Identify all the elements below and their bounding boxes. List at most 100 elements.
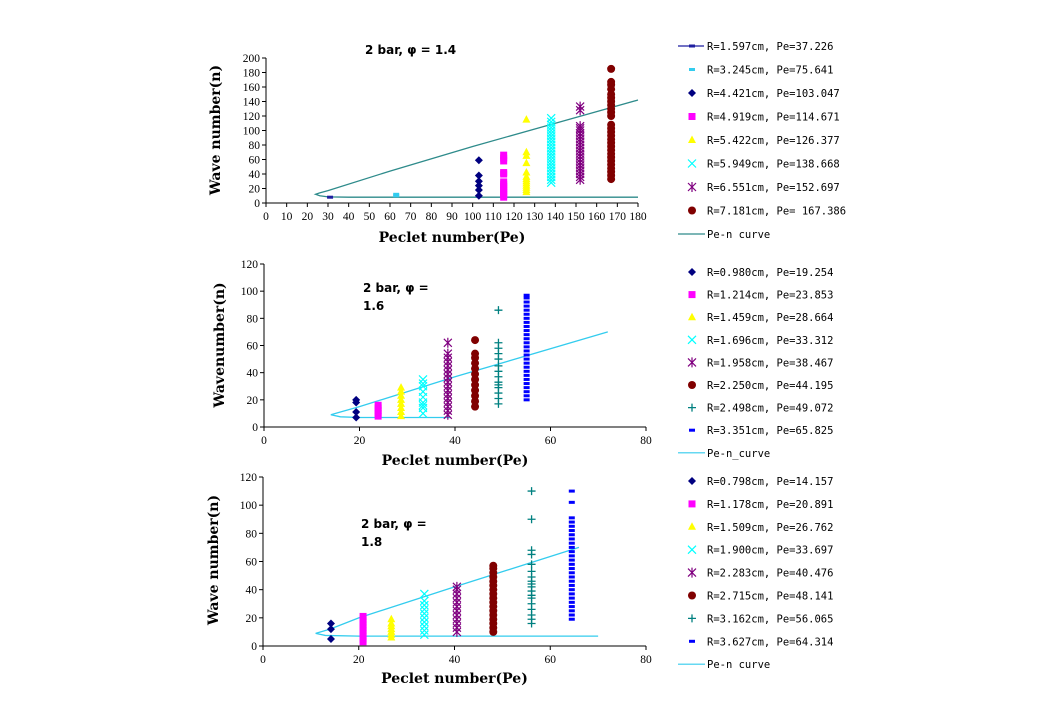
- data-point: [523, 333, 530, 337]
- data-point: [568, 617, 575, 621]
- y-tick-label: 60: [249, 155, 261, 167]
- chart-title: 2 bar, φ = 1.4: [365, 43, 456, 57]
- data-point: [359, 612, 367, 620]
- x-tick-label: 120: [505, 211, 523, 223]
- data-point: [523, 377, 530, 381]
- data-point: [352, 413, 361, 422]
- legend-label: R=7.181cm, Pe= 167.386: [707, 206, 846, 218]
- data-point: [546, 120, 556, 130]
- data-point: [474, 191, 483, 200]
- legend-label: R=5.949cm, Pe=138.668: [707, 159, 840, 171]
- data-point: [523, 329, 530, 333]
- legend-label: R=3.351cm, Pe=65.825: [707, 425, 833, 437]
- legend-marker: [688, 522, 696, 530]
- legend-label: R=3.162cm, Pe=56.065: [707, 613, 833, 625]
- data-point: [523, 394, 530, 398]
- data-point: [523, 382, 530, 386]
- y-tick-label: 80: [249, 140, 261, 152]
- data-point: [523, 353, 530, 357]
- data-point: [419, 600, 429, 610]
- data-point: [523, 341, 530, 345]
- data-point: [419, 609, 429, 619]
- data-point: [568, 613, 575, 617]
- legend-label: R=1.214cm, Pe=23.853: [707, 290, 833, 302]
- legend-label: Pe-n_curve: [707, 448, 770, 460]
- data-point: [471, 336, 480, 345]
- y-tick-label: 0: [251, 641, 257, 653]
- data-point: [568, 558, 575, 562]
- series-1: [327, 195, 334, 199]
- series-2: [374, 401, 382, 420]
- data-point: [568, 554, 575, 558]
- legend-label: R=1.597cm, Pe=37.226: [707, 41, 833, 53]
- data-point: [568, 562, 575, 566]
- legend-marker: [688, 135, 696, 143]
- data-point: [471, 349, 480, 358]
- legend-marker: [688, 381, 696, 389]
- x-tick-label: 70: [405, 211, 417, 223]
- pe-n-curve: [315, 546, 599, 637]
- y-tick-label: 80: [246, 528, 258, 540]
- x-tick-label: 130: [526, 211, 544, 223]
- data-point: [418, 400, 428, 410]
- data-point: [397, 395, 406, 403]
- series-8: [568, 489, 575, 621]
- legend-label: R=1.509cm, Pe=26.762: [707, 522, 833, 534]
- data-point: [523, 308, 530, 312]
- series-2: [359, 612, 367, 646]
- x-tick-label: 20: [302, 211, 314, 223]
- data-point: [568, 596, 575, 600]
- data-point: [522, 172, 531, 180]
- data-point: [374, 401, 382, 409]
- data-point: [523, 312, 530, 316]
- y-tick-label: 120: [243, 111, 261, 123]
- x-axis-label: Peclet number(Pe): [381, 671, 528, 687]
- data-point: [419, 589, 429, 599]
- series-6: [489, 561, 498, 636]
- data-point: [494, 361, 503, 370]
- legend-label: R=3.245cm, Pe=75.641: [707, 65, 833, 77]
- x-tick-label: 60: [545, 435, 557, 447]
- series-5: [522, 115, 531, 196]
- series-7: [575, 101, 585, 185]
- x-tick-label: 0: [260, 654, 266, 666]
- data-point: [522, 115, 531, 123]
- legend-marker: [688, 477, 696, 485]
- y-tick-label: 80: [247, 313, 259, 325]
- data-point: [607, 120, 616, 129]
- y-tick-label: 40: [249, 169, 261, 181]
- data-point: [327, 195, 334, 199]
- legend-label: R=0.980cm, Pe=19.254: [707, 267, 833, 279]
- data-point: [527, 560, 536, 569]
- data-point: [523, 337, 530, 341]
- x-tick-label: 100: [464, 211, 482, 223]
- y-tick-label: 20: [249, 184, 261, 196]
- legend-marker: [688, 268, 696, 276]
- legend-label: Pe-n curve: [707, 229, 770, 241]
- data-point: [500, 169, 508, 177]
- chart-title: 2 bar, φ =: [363, 281, 429, 295]
- data-point: [419, 621, 429, 631]
- legend-marker: [688, 89, 696, 97]
- y-tick-label: 100: [241, 286, 259, 298]
- data-point: [397, 407, 406, 416]
- legend-label: R=1.900cm, Pe=33.697: [707, 545, 833, 557]
- data-point: [474, 156, 483, 165]
- x-tick-label: 80: [426, 211, 438, 223]
- legend-label: R=5.422cm, Pe=126.377: [707, 135, 840, 147]
- data-point: [523, 361, 530, 365]
- legend-label: R=3.627cm, Pe=64.314: [707, 636, 833, 648]
- legend-marker: [687, 357, 697, 368]
- series-3: [397, 383, 406, 420]
- data-point: [568, 516, 575, 520]
- data-point: [523, 369, 530, 373]
- chart-2: 0 20 40 60 80 100 120 0 20 40 60 80 Peclet number(Pe…: [212, 259, 833, 469]
- data-point: [575, 101, 585, 112]
- y-tick-label: 120: [241, 259, 259, 271]
- legend-marker: [688, 291, 696, 299]
- data-point: [494, 338, 503, 347]
- series-8: [523, 293, 530, 402]
- data-point: [397, 399, 406, 407]
- chart-3: 0 20 40 60 80 100 120 0 20 40 60 80 Peclet number(Pe…: [206, 472, 833, 687]
- y-tick-label: 20: [247, 395, 259, 407]
